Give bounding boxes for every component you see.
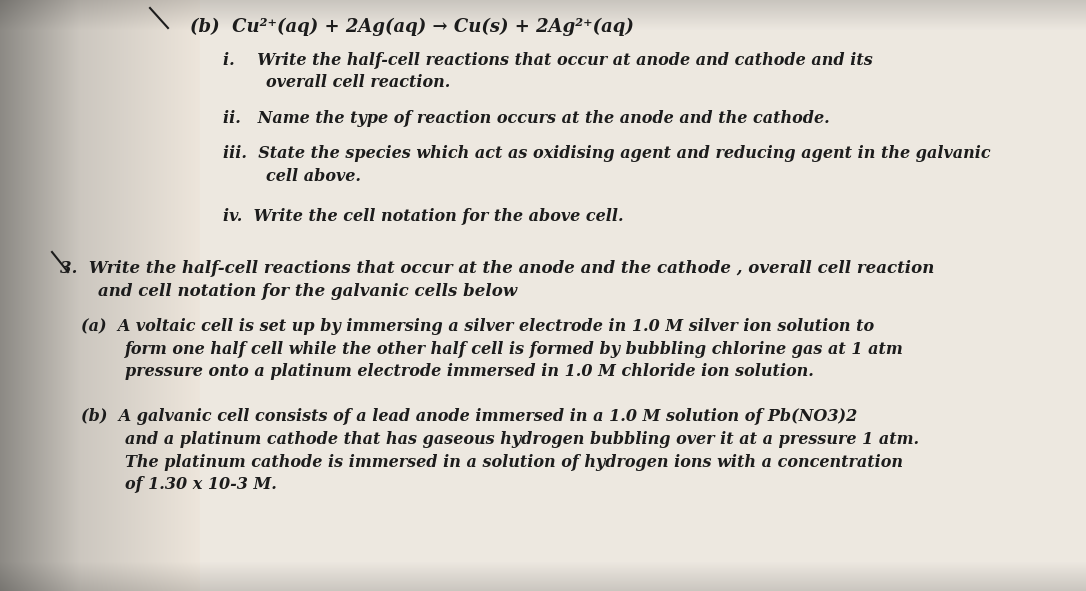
Text: form one half cell while the other half cell is formed by bubbling chlorine gas : form one half cell while the other half … <box>125 341 904 358</box>
Text: pressure onto a platinum electrode immersed in 1.0 M chloride ion solution.: pressure onto a platinum electrode immer… <box>125 363 813 380</box>
Text: overall cell reaction.: overall cell reaction. <box>266 74 451 91</box>
Text: (b)  A galvanic cell consists of a lead anode immersed in a 1.0 M solution of Pb: (b) A galvanic cell consists of a lead a… <box>81 408 858 425</box>
Text: The platinum cathode is immersed in a solution of hydrogen ions with a concentra: The platinum cathode is immersed in a so… <box>125 454 902 471</box>
Text: of 1.30 x 10-3 M.: of 1.30 x 10-3 M. <box>125 476 277 493</box>
Text: iii.  State the species which act as oxidising agent and reducing agent in the g: iii. State the species which act as oxid… <box>223 145 990 162</box>
Text: (b)  Cu²⁺(aq) + 2Ag(aq) → Cu(s) + 2Ag²⁺(aq): (b) Cu²⁺(aq) + 2Ag(aq) → Cu(s) + 2Ag²⁺(a… <box>190 18 634 36</box>
Text: ii.   Name the type of reaction occurs at the anode and the cathode.: ii. Name the type of reaction occurs at … <box>223 110 830 127</box>
Text: iv.  Write the cell notation for the above cell.: iv. Write the cell notation for the abov… <box>223 208 623 225</box>
Text: and cell notation for the galvanic cells below: and cell notation for the galvanic cells… <box>98 283 517 300</box>
Text: (a)  A voltaic cell is set up by immersing a silver electrode in 1.0 M silver io: (a) A voltaic cell is set up by immersin… <box>81 318 874 335</box>
Text: i.    Write the half-cell reactions that occur at anode and cathode and its: i. Write the half-cell reactions that oc… <box>223 52 872 69</box>
Text: 3.  Write the half-cell reactions that occur at the anode and the cathode , over: 3. Write the half-cell reactions that oc… <box>60 260 934 277</box>
Text: and a platinum cathode that has gaseous hydrogen bubbling over it at a pressure : and a platinum cathode that has gaseous … <box>125 431 919 448</box>
Text: cell above.: cell above. <box>266 168 361 185</box>
